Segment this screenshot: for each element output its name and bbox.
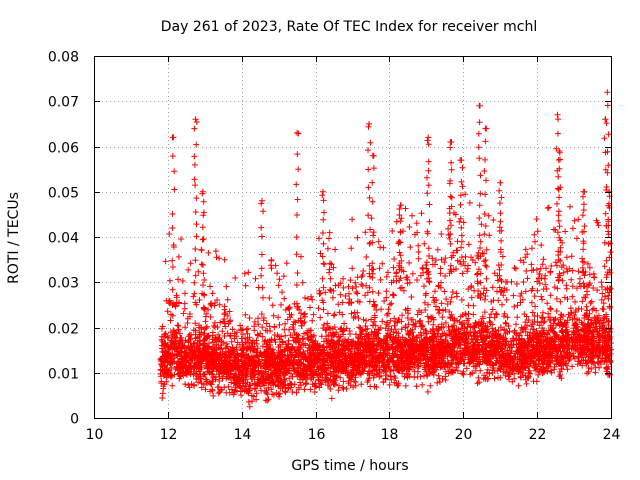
x-axis-label: GPS time / hours bbox=[291, 458, 408, 474]
axis-layer: 10 12 14 16 18 20 22 24 0 0.01 0.02 0.03 0.04 0.05 0.0… bbox=[48, 50, 621, 444]
y-tick-label: 0.01 bbox=[48, 367, 79, 383]
y-tick-label: 0.03 bbox=[48, 276, 79, 292]
y-tick-label: 0.04 bbox=[48, 231, 79, 247]
y-axis-label: ROTI / TECUs bbox=[6, 192, 22, 284]
y-tick-label: 0.07 bbox=[48, 95, 79, 111]
chart-title: Day 261 of 2023, Rate Of TEC Index for r… bbox=[161, 19, 537, 35]
x-tick-label: 22 bbox=[529, 427, 547, 443]
y-tick-label: 0.08 bbox=[48, 50, 79, 66]
x-tick-label: 24 bbox=[603, 427, 621, 443]
y-tick-label: 0 bbox=[70, 412, 79, 428]
x-tick-label: 20 bbox=[455, 427, 473, 443]
roti-data-points bbox=[157, 89, 614, 410]
y-tick-label: 0.02 bbox=[48, 322, 79, 338]
y-tick-label: 0.06 bbox=[48, 141, 79, 157]
x-tick-label: 12 bbox=[160, 427, 178, 443]
x-tick-label: 10 bbox=[86, 427, 104, 443]
points-layer bbox=[157, 89, 614, 410]
grid-layer bbox=[94, 56, 611, 418]
x-tick-label: 18 bbox=[381, 427, 399, 443]
y-tick-label: 0.05 bbox=[48, 186, 79, 202]
x-tick-label: 16 bbox=[308, 427, 326, 443]
x-tick-label: 14 bbox=[234, 427, 252, 443]
